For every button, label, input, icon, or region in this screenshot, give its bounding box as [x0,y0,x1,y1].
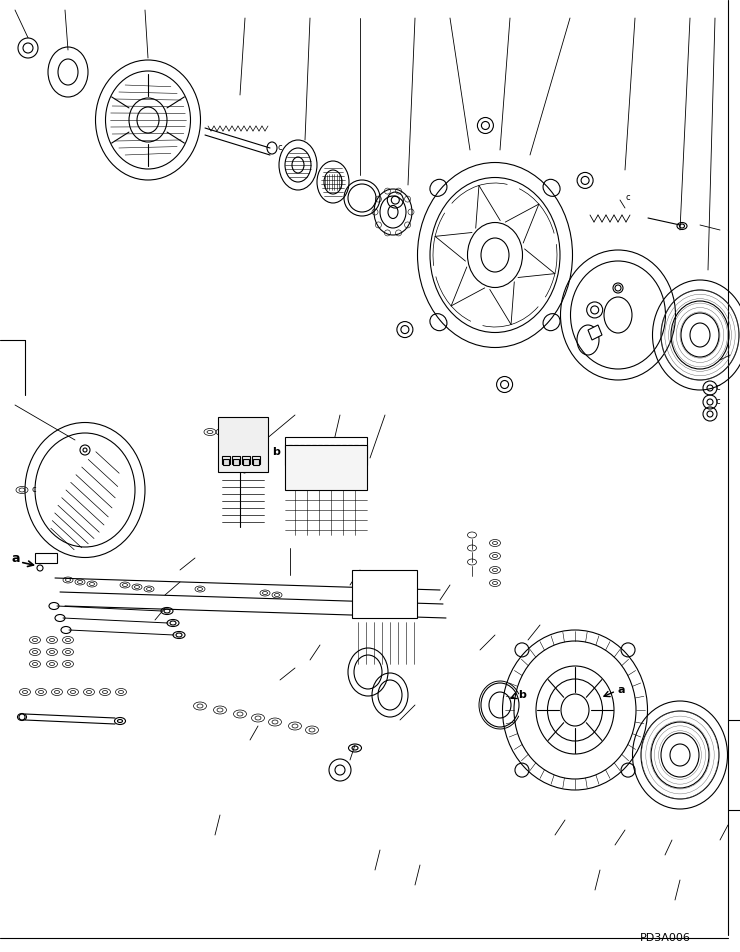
Bar [252,456,260,464]
Bar [336,445,340,455]
Bar [348,445,352,455]
Circle shape [18,38,38,58]
Bar [330,445,334,455]
Bar [300,445,304,455]
Text: c: c [278,144,283,152]
Text: c: c [32,486,36,494]
Bar [223,459,229,465]
Bar [285,437,367,465]
Bar [253,459,259,465]
Bar [360,445,364,455]
Bar [232,456,240,464]
Text: c: c [716,384,721,392]
Bar [318,445,322,455]
Bar [294,445,298,455]
Text: a: a [618,685,625,695]
Text: a: a [12,551,21,565]
Polygon shape [588,325,602,340]
Bar [306,445,310,455]
Bar [218,417,268,472]
Bar [312,445,316,455]
Bar [352,570,417,618]
Bar [242,456,250,464]
Text: c: c [716,398,721,407]
Bar [285,445,367,490]
Bar [288,445,292,455]
Text: b: b [272,447,280,457]
Text: PD3A006: PD3A006 [640,933,691,943]
Bar [35,553,57,563]
Text: b: b [518,690,526,700]
Polygon shape [240,455,262,473]
Bar [324,445,328,455]
Bar [354,445,358,455]
Bar [233,459,239,465]
Bar [243,459,249,465]
Text: c: c [625,192,630,202]
Bar [222,456,230,464]
Bar [342,445,346,455]
